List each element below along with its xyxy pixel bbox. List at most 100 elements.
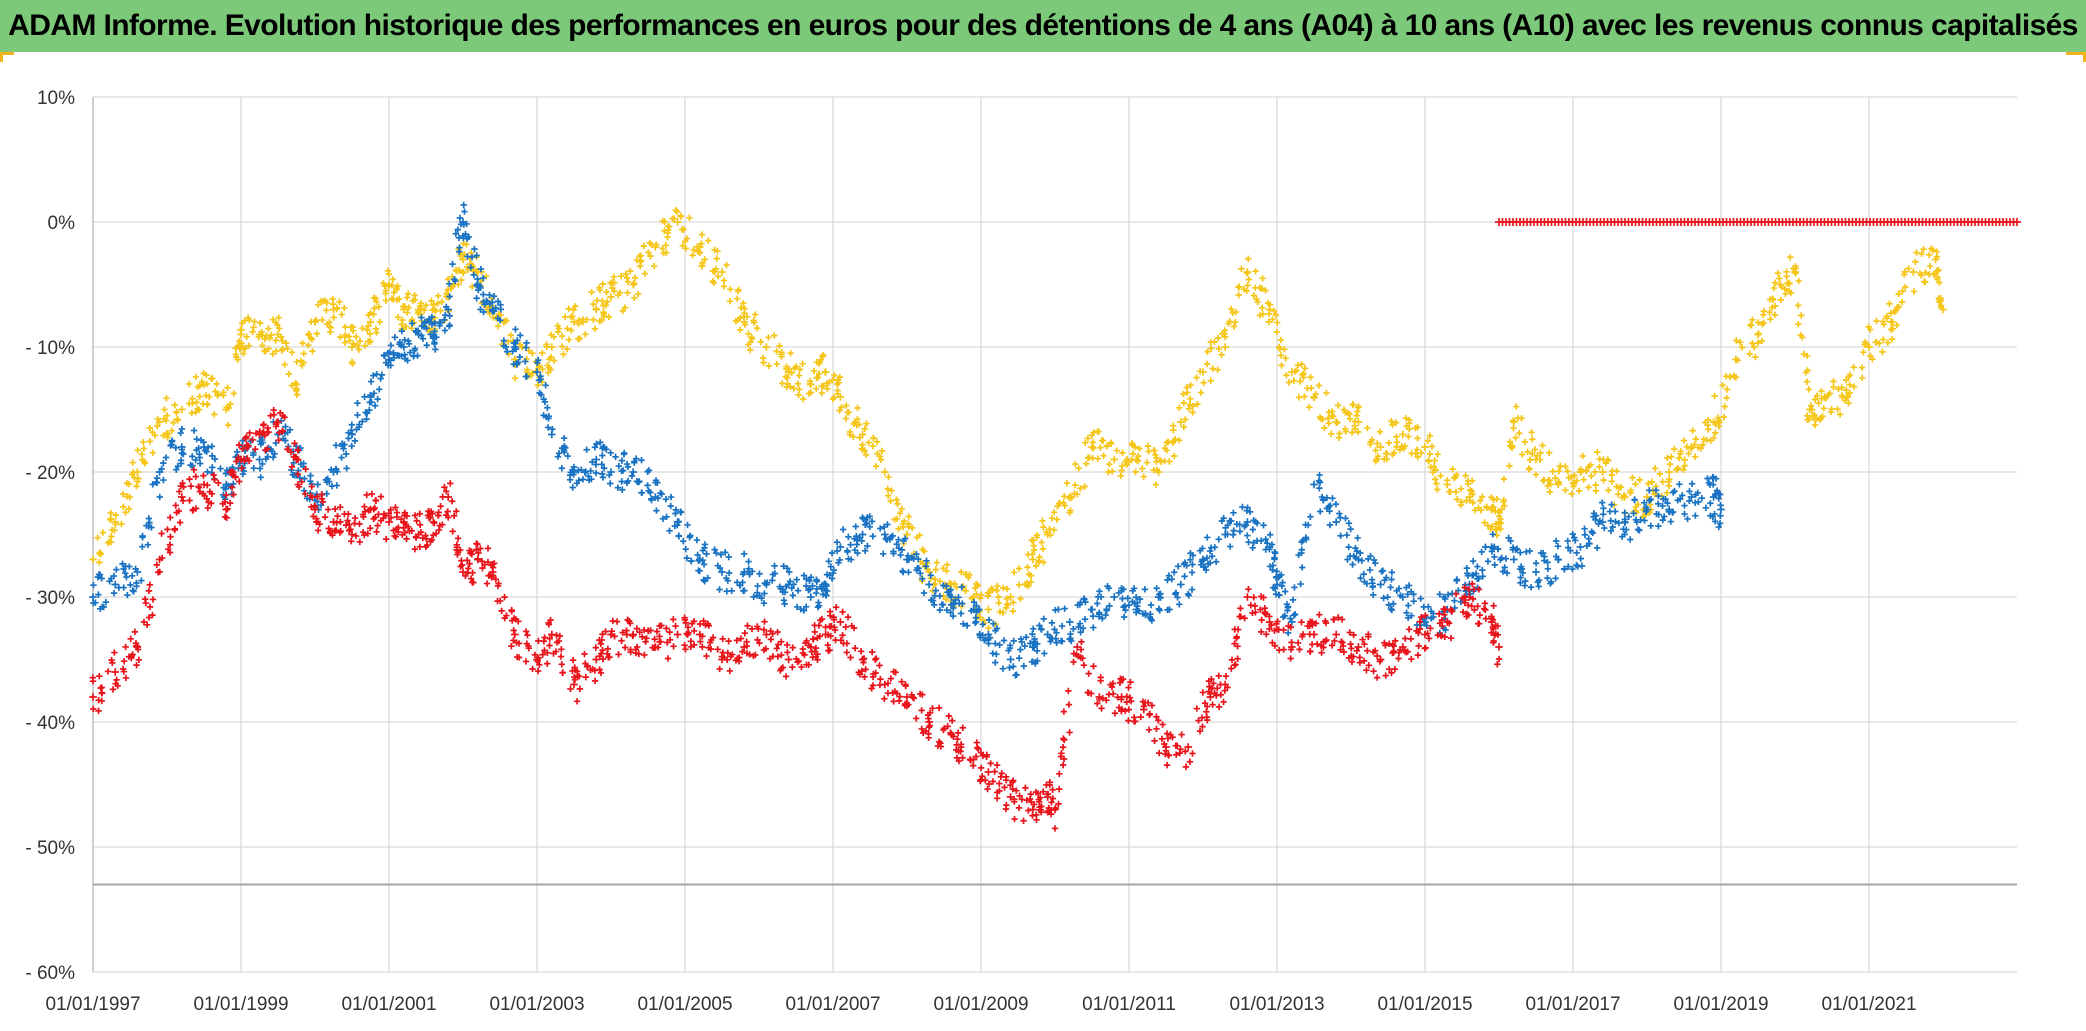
point-blue	[419, 335, 427, 342]
point-red	[275, 437, 282, 444]
point-blue	[963, 622, 971, 629]
point-red	[244, 455, 251, 462]
y-tick-label: - 60%	[25, 963, 75, 984]
point-blue	[374, 395, 381, 403]
point-yellow	[776, 342, 783, 350]
point-red	[371, 504, 378, 512]
point-yellow	[1836, 411, 1844, 418]
point-red	[1165, 751, 1172, 759]
point-yellow	[582, 331, 589, 338]
point-blue	[723, 588, 731, 595]
point-blue	[869, 533, 877, 540]
point-yellow	[1035, 557, 1043, 564]
point-blue	[950, 604, 957, 612]
point-yellow	[1933, 253, 1941, 260]
point-red	[473, 546, 480, 553]
point-blue	[1316, 508, 1324, 515]
point-yellow	[1039, 545, 1047, 553]
point-yellow	[651, 243, 660, 251]
point-yellow	[338, 311, 345, 318]
point-blue	[905, 556, 912, 564]
point-yellow	[850, 420, 857, 428]
point-yellow	[1113, 447, 1120, 454]
point-blue	[1376, 580, 1385, 589]
point-blue	[536, 389, 543, 397]
point-yellow	[501, 318, 508, 325]
point-blue	[138, 577, 145, 584]
point-blue	[805, 586, 812, 594]
point-blue	[667, 493, 675, 501]
point-blue	[718, 568, 726, 576]
point-red	[135, 656, 143, 664]
point-blue	[877, 525, 884, 532]
point-blue	[1379, 567, 1387, 574]
point-blue	[467, 264, 474, 271]
point-yellow	[350, 340, 357, 347]
point-blue	[1291, 611, 1299, 618]
point-blue	[780, 597, 788, 604]
point-red	[926, 709, 934, 716]
point-red	[605, 654, 612, 661]
point-yellow	[364, 326, 371, 334]
point-blue	[398, 327, 406, 335]
point-red	[1365, 662, 1373, 669]
corner-accent-left-side	[0, 52, 3, 62]
point-yellow	[138, 451, 146, 458]
point-blue	[522, 373, 530, 380]
point-red	[171, 526, 178, 534]
point-yellow	[1920, 246, 1927, 253]
point-red	[1211, 689, 1218, 697]
point-blue	[217, 465, 224, 472]
point-yellow	[494, 323, 502, 330]
point-red	[815, 622, 823, 629]
point-red	[1098, 705, 1105, 712]
point-blue	[1215, 536, 1222, 543]
point-blue	[262, 455, 270, 463]
x-tick-label: 01/01/2017	[1525, 994, 1620, 1015]
point-blue	[333, 482, 341, 489]
point-yellow	[336, 298, 343, 306]
point-yellow	[276, 325, 283, 332]
point-red	[696, 620, 704, 628]
point-yellow	[1513, 403, 1520, 410]
point-yellow	[1351, 425, 1359, 433]
point-blue	[591, 444, 599, 451]
point-yellow	[1218, 330, 1226, 338]
point-yellow	[1506, 462, 1513, 470]
point-blue	[456, 214, 464, 222]
point-yellow	[273, 348, 280, 355]
point-blue	[927, 596, 935, 604]
point-blue	[560, 434, 568, 442]
point-yellow	[743, 313, 751, 320]
point-blue	[741, 587, 748, 594]
point-blue	[793, 603, 801, 611]
point-blue	[1659, 516, 1666, 524]
point-red	[1137, 713, 1144, 721]
point-red	[1029, 812, 1036, 819]
x-tick-label: 01/01/2009	[933, 994, 1028, 1015]
point-yellow	[689, 252, 696, 259]
point-blue	[444, 305, 452, 314]
point-red	[1465, 593, 1474, 601]
point-yellow	[1865, 343, 1873, 351]
point-yellow	[1117, 472, 1124, 480]
point-blue	[973, 602, 980, 609]
point-yellow	[125, 505, 133, 513]
point-red	[573, 668, 581, 675]
point-red	[795, 657, 802, 665]
point-yellow	[887, 497, 894, 505]
point-red	[789, 644, 796, 651]
point-yellow	[1819, 413, 1826, 420]
point-red	[1153, 713, 1160, 720]
point-red	[1488, 615, 1496, 622]
point-blue	[1474, 575, 1481, 583]
point-yellow	[1048, 514, 1056, 522]
point-red	[195, 483, 202, 490]
point-blue	[1537, 549, 1545, 557]
point-red	[406, 528, 413, 535]
point-red	[1061, 736, 1068, 744]
point-yellow	[1692, 435, 1700, 443]
point-yellow	[1218, 351, 1225, 358]
point-blue	[540, 412, 547, 419]
point-blue	[1517, 579, 1524, 586]
